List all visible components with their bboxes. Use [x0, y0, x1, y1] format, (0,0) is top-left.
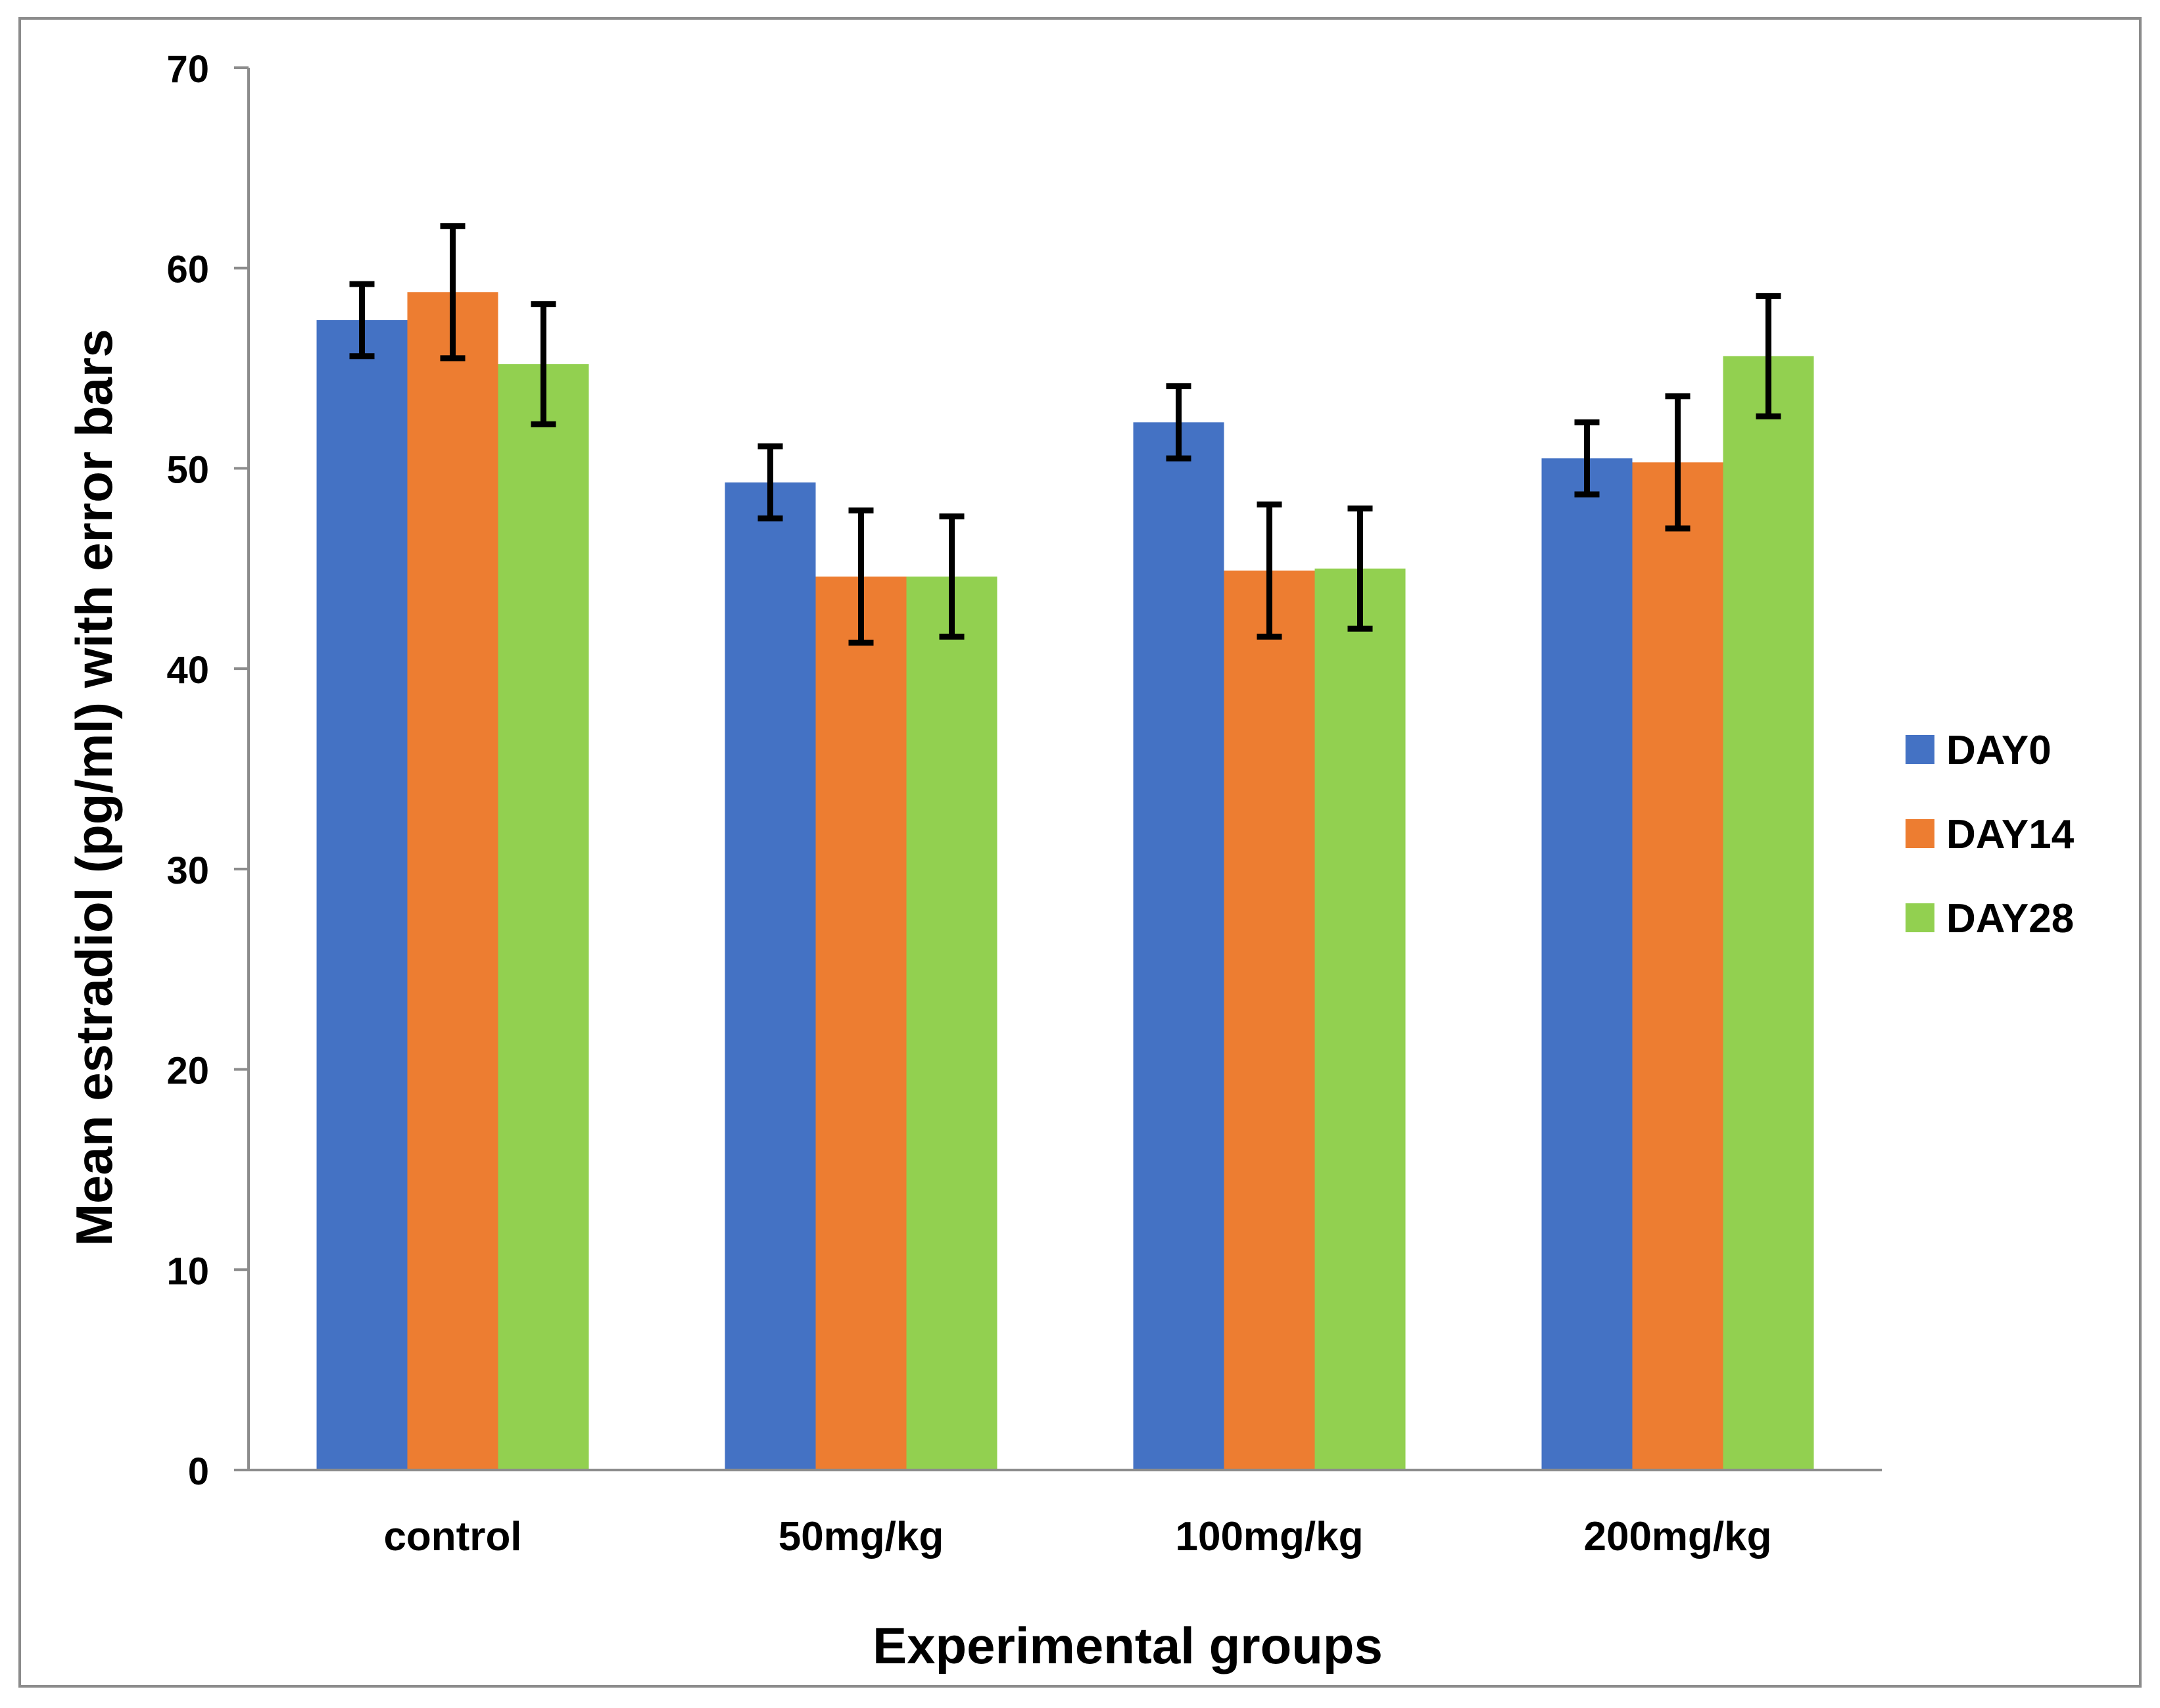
plot-area [316, 223, 1814, 1471]
bar [407, 292, 498, 1470]
bar [815, 576, 907, 1470]
legend: DAY0 DAY14 DAY28 [1906, 728, 2075, 941]
legend-swatch [1906, 735, 1934, 764]
y-tick-label: 0 [188, 1450, 209, 1493]
bar [725, 482, 816, 1470]
y-tick-label: 10 [166, 1250, 209, 1293]
y-tick-label: 30 [166, 849, 209, 892]
x-axis-title: Experimental groups [873, 1617, 1383, 1674]
bar [1541, 458, 1633, 1470]
bar [1133, 422, 1224, 1471]
bar [1224, 570, 1315, 1470]
bar [906, 576, 997, 1470]
y-tick-label: 60 [166, 249, 209, 291]
bar [1723, 356, 1814, 1470]
legend-swatch [1906, 903, 1934, 932]
legend-swatch [1906, 819, 1934, 848]
bar [1632, 462, 1723, 1471]
legend-label: DAY28 [1946, 896, 2074, 941]
x-tick-label: control [383, 1514, 521, 1559]
bar [316, 320, 408, 1471]
y-axis-title: Mean estradiol (pg/ml) with error bars [65, 329, 123, 1246]
bar [498, 364, 589, 1470]
axes: 0 10 20 30 40 50 60 70 control 50mg/kg 100mg/kg 200… [166, 48, 1882, 1559]
x-tick-label: 100mg/kg [1175, 1514, 1363, 1559]
y-tick-label: 20 [166, 1050, 209, 1093]
legend-label: DAY0 [1946, 728, 2052, 773]
y-tick-label: 70 [166, 48, 209, 91]
x-tick-label: 200mg/kg [1583, 1514, 1771, 1559]
y-tick-label: 50 [166, 448, 209, 491]
bar [1314, 568, 1406, 1471]
x-tick-label: 50mg/kg [779, 1514, 944, 1559]
legend-label: DAY14 [1946, 812, 2075, 857]
y-tick-label: 40 [166, 649, 209, 692]
